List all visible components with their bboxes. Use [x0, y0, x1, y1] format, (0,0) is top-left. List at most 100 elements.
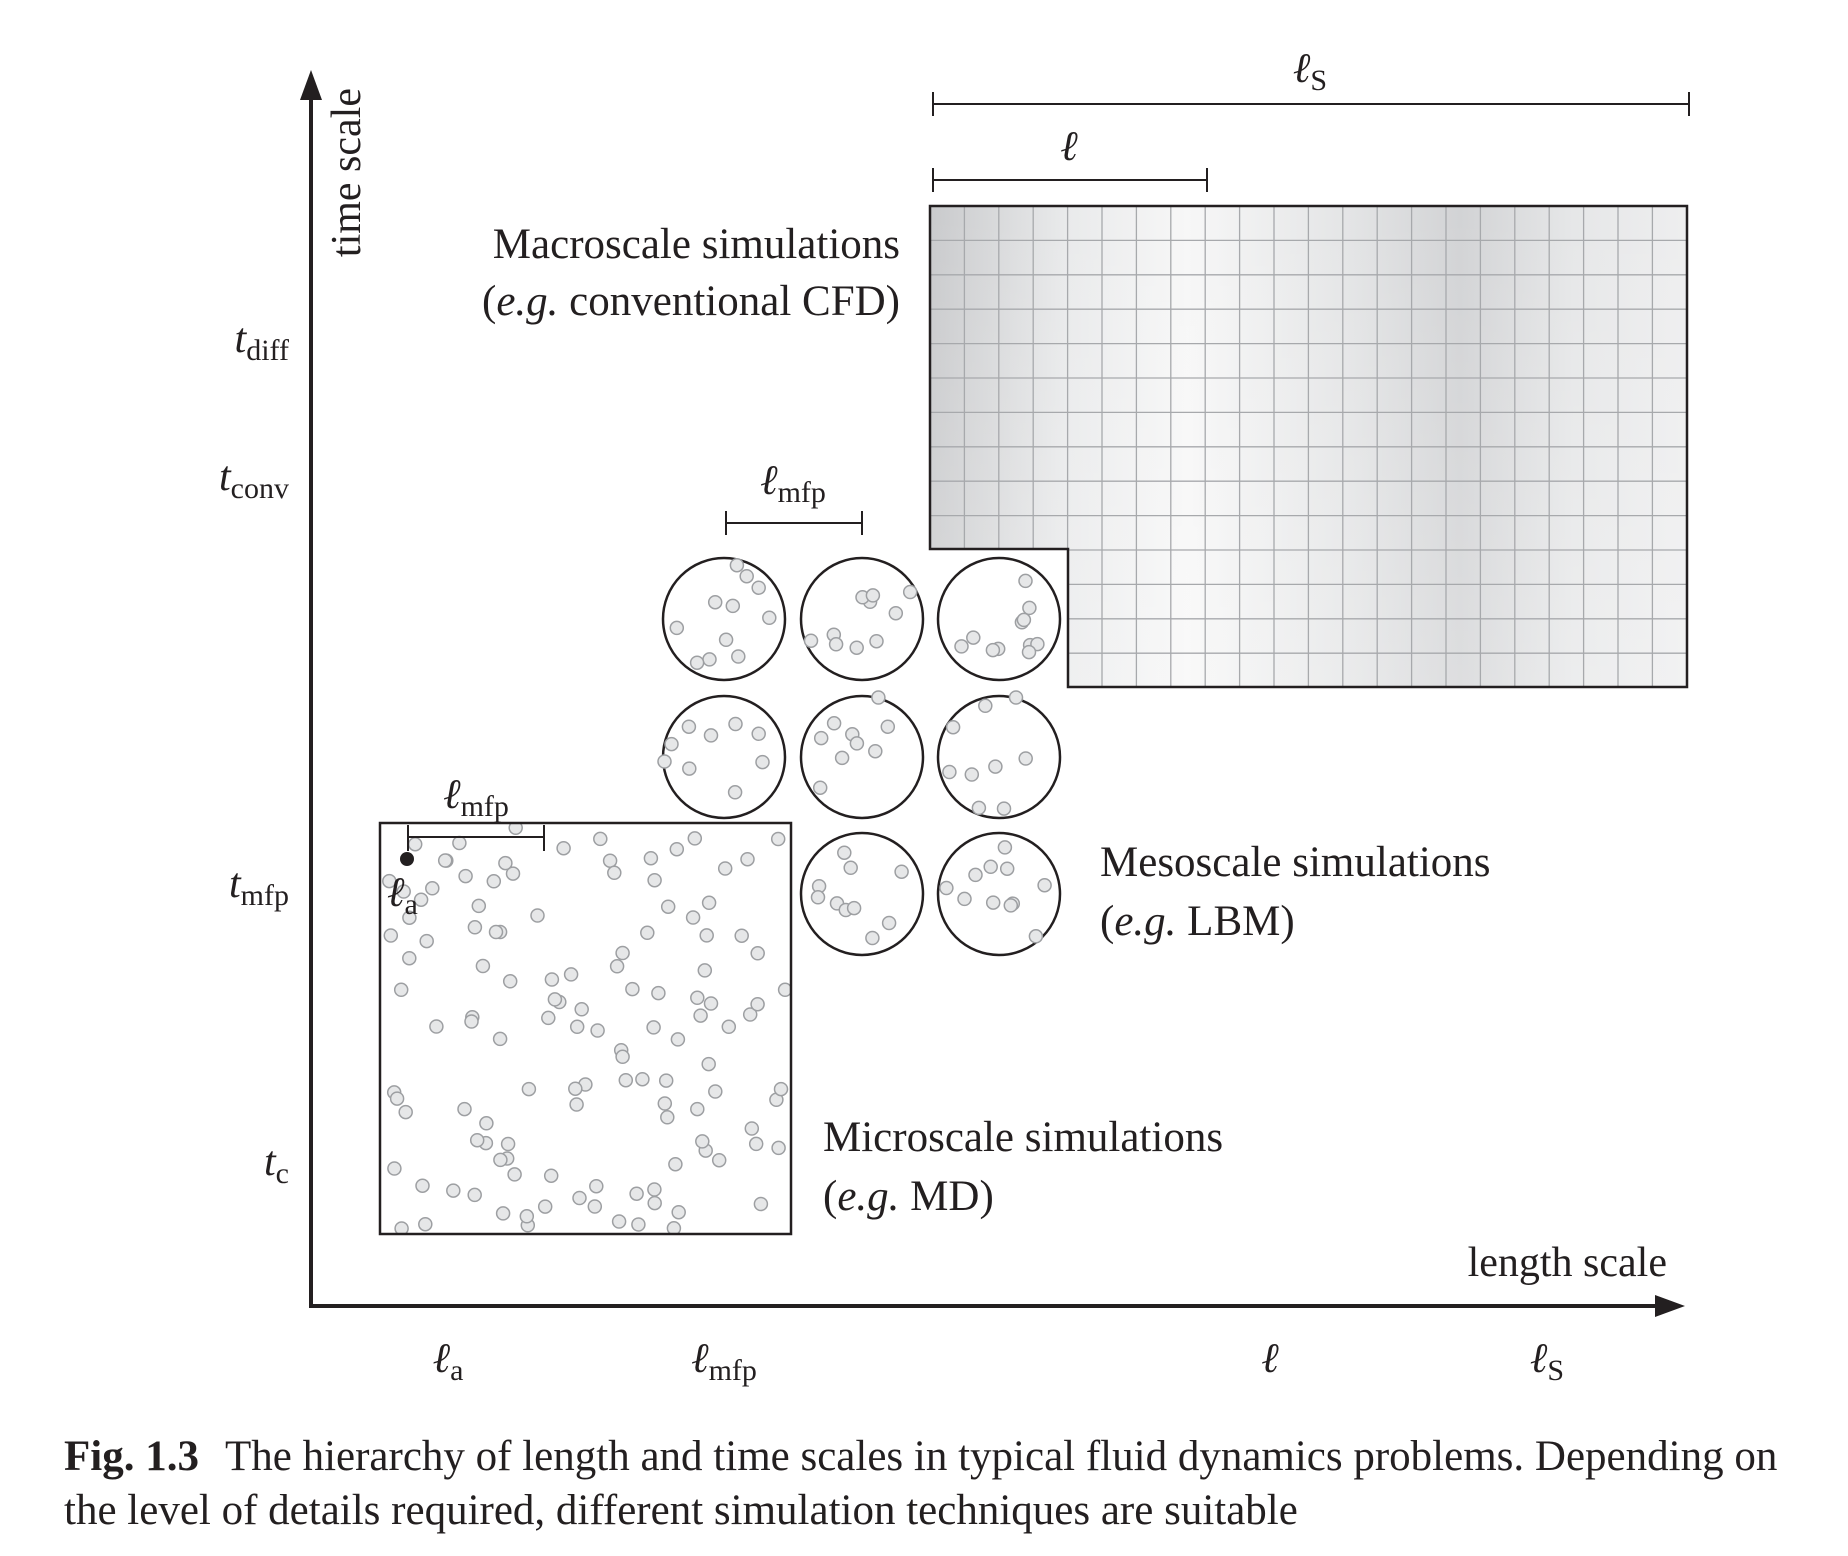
particle-icon	[849, 736, 865, 751]
particle-icon	[647, 1195, 662, 1211]
particle-icon	[742, 1007, 758, 1022]
particle-icon	[902, 584, 918, 600]
particle-icon	[813, 730, 829, 746]
lattice-cell	[799, 690, 925, 820]
particle-icon	[587, 1199, 603, 1214]
dimension-micro-l-mfp	[407, 825, 545, 851]
particle-icon	[701, 1056, 716, 1072]
particle-icon	[618, 1072, 634, 1088]
atom-size-label: ℓa	[387, 870, 418, 921]
particle-icon	[1016, 612, 1032, 628]
dimension-l-label: ℓ	[1060, 124, 1078, 170]
particle-icon	[418, 1216, 433, 1232]
particle-icon	[695, 1134, 710, 1149]
particle-icon	[479, 1116, 494, 1131]
particle-icon	[493, 1152, 508, 1168]
particle-icon	[669, 841, 685, 857]
particle-icon	[753, 1196, 769, 1212]
particle-icon	[446, 1183, 461, 1198]
particle-icon	[568, 1081, 583, 1096]
particle-icon	[888, 605, 904, 621]
macroscale-example: (e.g. conventional CFD)	[482, 278, 900, 325]
particle-icon	[615, 945, 630, 961]
y-tick-t-diff: tdiff	[235, 316, 289, 367]
lattice-cell	[657, 694, 787, 820]
particle-icon	[849, 640, 864, 655]
dimension-meso-l-mfp	[725, 511, 863, 535]
particle-icon	[728, 716, 743, 732]
particle-icon	[383, 928, 399, 943]
particle-icon	[702, 652, 717, 667]
particle-icon	[734, 928, 749, 943]
particle-icon	[387, 1161, 402, 1176]
particle-icon	[572, 1190, 587, 1206]
particle-icon	[660, 899, 676, 914]
y-tick-t-c: tc	[264, 1139, 289, 1190]
particle-icon	[389, 1091, 405, 1106]
particle-icon	[547, 992, 563, 1007]
particle-icon	[589, 1178, 604, 1194]
particle-icon	[685, 910, 701, 925]
particle-icon	[1018, 751, 1033, 766]
particle-icon	[971, 800, 987, 816]
particle-icon	[983, 859, 998, 875]
particle-icon	[880, 719, 896, 734]
particle-icon	[647, 872, 662, 888]
scale-hierarchy-diagram: time scale length scale tdiff tconv tmfp…	[219, 46, 1690, 1387]
particle-icon	[507, 1167, 522, 1182]
particle-icon	[625, 981, 640, 997]
particle-icon	[664, 736, 679, 752]
dimension-meso-l-mfp-label: ℓmfp	[760, 458, 826, 509]
particle-icon	[964, 767, 980, 782]
particle-icon	[658, 1073, 674, 1088]
particle-icon	[402, 950, 417, 966]
particle-icon	[611, 1214, 627, 1229]
particle-icon	[843, 860, 858, 876]
particle-icon	[988, 759, 1003, 774]
macroscale-grid	[928, 204, 1689, 689]
dimension-l-s	[932, 92, 1690, 116]
particle-icon	[647, 1182, 662, 1197]
particle-icon	[985, 642, 1001, 658]
particle-icon	[721, 1019, 737, 1035]
dimension-micro-l-mfp-label: ℓmfp	[443, 772, 509, 823]
particle-icon	[865, 588, 881, 603]
particle-icon	[729, 557, 745, 573]
dimension-l	[932, 168, 1208, 192]
particle-icon	[750, 946, 765, 961]
macroscale-title: Macroscale simulations	[493, 221, 900, 268]
particle-icon	[697, 963, 713, 978]
particle-icon	[968, 867, 983, 883]
particle-icon	[868, 743, 883, 759]
particle-icon	[718, 632, 734, 648]
particle-icon	[939, 880, 954, 896]
particle-icon	[519, 1209, 535, 1224]
particle-icon	[812, 780, 828, 795]
particle-icon	[810, 890, 826, 905]
particle-icon	[740, 851, 755, 867]
lattice-cell	[661, 556, 787, 682]
particle-icon	[486, 874, 502, 889]
figure-caption-text: The hierarchy of length and time scales …	[64, 1433, 1778, 1534]
particle-icon	[458, 868, 473, 884]
particle-icon	[615, 1049, 630, 1065]
particle-icon	[762, 610, 777, 626]
dimension-l-s-label: ℓS	[1293, 46, 1327, 97]
particle-icon	[413, 892, 429, 907]
md-particles	[382, 823, 791, 1234]
y-axis-label: time scale	[324, 88, 370, 257]
particle-icon	[502, 974, 518, 989]
particle-icon	[396, 884, 411, 899]
particle-icon	[407, 836, 423, 852]
mesoscale-example: (e.g. LBM)	[1100, 898, 1295, 945]
particle-icon	[690, 1101, 705, 1117]
particle-icon	[727, 785, 743, 800]
particle-icon	[640, 925, 655, 941]
particle-icon	[750, 996, 765, 1012]
mesoscale-title: Mesoscale simulations	[1100, 839, 1491, 886]
particle-icon	[1037, 877, 1052, 893]
x-tick-l-a: ℓa	[433, 1336, 464, 1387]
particle-icon	[942, 764, 957, 780]
particle-icon	[770, 831, 786, 847]
particle-icon	[945, 719, 961, 735]
